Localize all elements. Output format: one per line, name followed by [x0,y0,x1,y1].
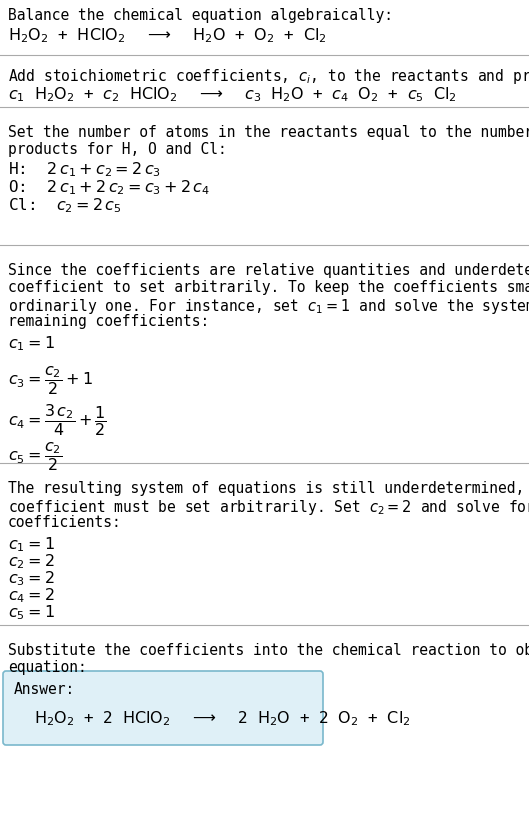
Text: $c_2 = 2$: $c_2 = 2$ [8,552,54,571]
Text: Balance the chemical equation algebraically:: Balance the chemical equation algebraica… [8,8,393,23]
Text: remaining coefficients:: remaining coefficients: [8,314,209,329]
Text: Set the number of atoms in the reactants equal to the number of atoms in the: Set the number of atoms in the reactants… [8,125,529,140]
Text: $c_5 = \dfrac{c_2}{2}$: $c_5 = \dfrac{c_2}{2}$ [8,440,62,473]
Text: Answer:: Answer: [14,682,75,697]
Text: $c_3 = \dfrac{c_2}{2} + 1$: $c_3 = \dfrac{c_2}{2} + 1$ [8,364,93,397]
Text: $c_4 = \dfrac{3\,c_2}{4} + \dfrac{1}{2}$: $c_4 = \dfrac{3\,c_2}{4} + \dfrac{1}{2}$ [8,402,107,438]
Text: H:  $2\,c_1 + c_2 = 2\,c_3$: H: $2\,c_1 + c_2 = 2\,c_3$ [8,160,161,179]
Text: $c_1 = 1$: $c_1 = 1$ [8,535,55,554]
Text: Since the coefficients are relative quantities and underdetermined, choose a: Since the coefficients are relative quan… [8,263,529,278]
Text: Add stoichiometric coefficients, $c_i$, to the reactants and products:: Add stoichiometric coefficients, $c_i$, … [8,67,529,86]
Text: O:  $2\,c_1 + 2\,c_2 = c_3 + 2\,c_4$: O: $2\,c_1 + 2\,c_2 = c_3 + 2\,c_4$ [8,178,210,196]
Text: Substitute the coefficients into the chemical reaction to obtain the balanced: Substitute the coefficients into the che… [8,643,529,658]
Text: The resulting system of equations is still underdetermined, so an additional: The resulting system of equations is sti… [8,481,529,496]
Text: $c_5 = 1$: $c_5 = 1$ [8,603,55,622]
Text: ordinarily one. For instance, set $c_1 = 1$ and solve the system of equations fo: ordinarily one. For instance, set $c_1 =… [8,297,529,316]
Text: $\mathrm{H_2O_2}$ + $\mathrm{HClO_2}$  $\longrightarrow$  $\mathrm{H_2O}$ + $\ma: $\mathrm{H_2O_2}$ + $\mathrm{HClO_2}$ $\… [8,26,327,45]
Text: $c_1 = 1$: $c_1 = 1$ [8,334,55,353]
Text: coefficients:: coefficients: [8,515,122,530]
Text: $c_4 = 2$: $c_4 = 2$ [8,586,54,605]
FancyBboxPatch shape [3,671,323,745]
Text: coefficient must be set arbitrarily. Set $c_2 = 2$ and solve for the remaining: coefficient must be set arbitrarily. Set… [8,498,529,517]
Text: coefficient to set arbitrarily. To keep the coefficients small, the arbitrary va: coefficient to set arbitrarily. To keep … [8,280,529,295]
Text: $c_3 = 2$: $c_3 = 2$ [8,569,54,587]
Text: Cl:  $c_2 = 2\,c_5$: Cl: $c_2 = 2\,c_5$ [8,196,122,215]
Text: $\mathrm{H_2O_2}$ + 2 $\mathrm{HClO_2}$  $\longrightarrow$  2 $\mathrm{H_2O}$ + : $\mathrm{H_2O_2}$ + 2 $\mathrm{HClO_2}$ … [34,709,411,728]
Text: products for H, O and Cl:: products for H, O and Cl: [8,142,227,157]
Text: equation:: equation: [8,660,87,675]
Text: $c_1$ $\mathrm{H_2O_2}$ + $c_2$ $\mathrm{HClO_2}$  $\longrightarrow$  $c_3$ $\ma: $c_1$ $\mathrm{H_2O_2}$ + $c_2$ $\mathrm… [8,85,457,104]
